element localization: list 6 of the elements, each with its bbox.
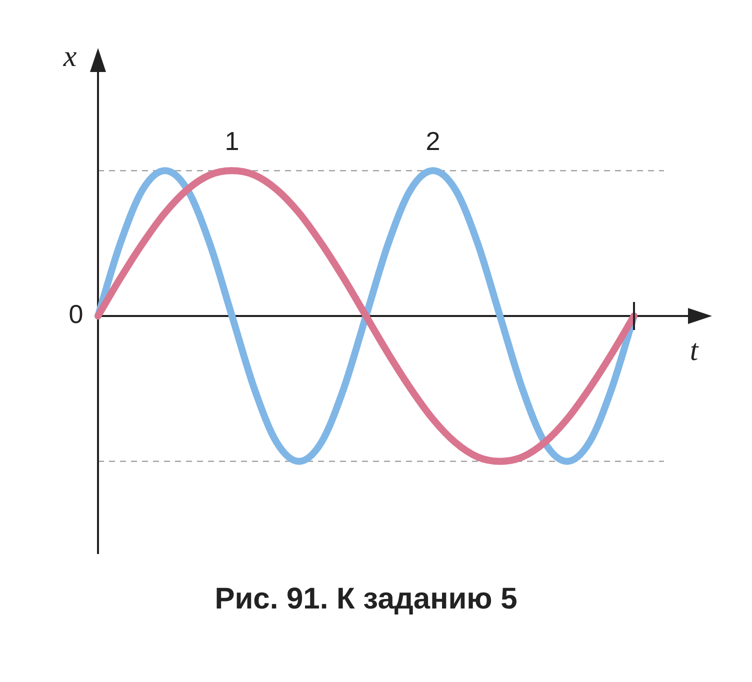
x-axis-title: t	[690, 334, 699, 367]
y-axis-title: x	[62, 40, 78, 73]
text: 0	[68, 299, 84, 330]
series-label: 2	[426, 126, 440, 156]
text: Рис. 91. К заданию 5	[214, 582, 518, 616]
series-label: 1	[224, 126, 240, 156]
